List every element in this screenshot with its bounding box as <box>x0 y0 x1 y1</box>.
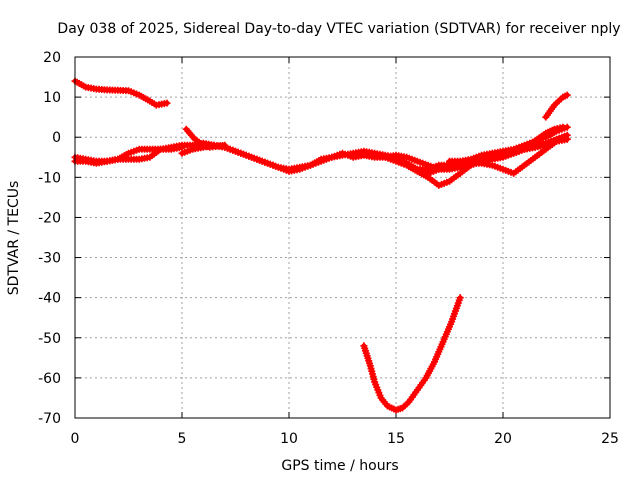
y-tick-label: -70 <box>38 411 61 427</box>
chart-title: Day 038 of 2025, Sidereal Day-to-day VTE… <box>57 21 620 37</box>
ticks: 0 5 10 15 20 25 -70 -60 -50 -40 -30 -20 -10 0 10 20 <box>38 50 619 447</box>
y-axis-label: SDTVAR / TECUs <box>6 181 22 296</box>
y-tick-label: -60 <box>38 371 61 387</box>
y-tick-label: -30 <box>38 251 61 267</box>
x-tick-label: 0 <box>71 431 80 447</box>
data-point <box>563 135 571 143</box>
y-tick-label: 20 <box>43 50 61 66</box>
y-tick-label: -50 <box>38 331 61 347</box>
data-point <box>563 91 571 99</box>
data-marks <box>71 77 571 414</box>
y-tick-label: -20 <box>38 210 61 226</box>
y-tick-label: -10 <box>38 170 61 186</box>
y-tick-label: 10 <box>43 90 61 106</box>
data-point <box>163 99 171 107</box>
data-point <box>456 294 464 302</box>
series-track-e <box>182 125 229 151</box>
series-track-c <box>71 143 186 167</box>
x-tick-label: 25 <box>601 431 619 447</box>
series-track-l <box>360 294 464 414</box>
series-track-i <box>456 135 571 171</box>
grid <box>75 57 610 418</box>
y-tick-label: -40 <box>38 291 61 307</box>
data-point <box>559 123 567 131</box>
data-point <box>221 141 229 149</box>
series-track-a <box>71 77 171 109</box>
series-track-j <box>525 123 567 149</box>
x-tick-label: 20 <box>494 431 512 447</box>
x-tick-label: 15 <box>387 431 405 447</box>
y-tick-label: 0 <box>52 130 61 146</box>
x-axis-label: GPS time / hours <box>281 458 398 474</box>
series-track-d <box>178 141 464 175</box>
series-track-k <box>542 91 571 121</box>
plot-frame <box>74 56 611 419</box>
x-tick-label: 10 <box>280 431 298 447</box>
x-tick-label: 5 <box>178 431 187 447</box>
data-point <box>178 143 186 151</box>
